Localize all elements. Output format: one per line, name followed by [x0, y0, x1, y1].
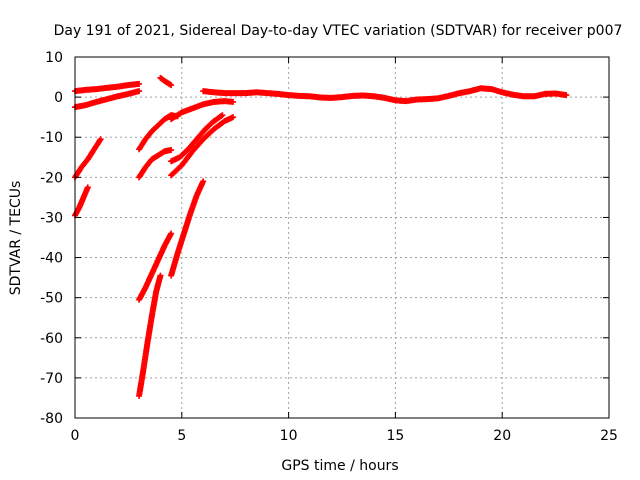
chart-title: Day 191 of 2021, Sidereal Day-to-day VTE…: [54, 23, 623, 39]
y-tick-label: -30: [40, 210, 63, 226]
data-point: [230, 114, 237, 121]
y-tick-label: 0: [54, 90, 63, 106]
y-tick-label: -80: [40, 411, 63, 427]
data-point: [157, 272, 164, 279]
x-tick-label: 5: [177, 428, 186, 444]
data-point: [168, 230, 175, 237]
data-series: [168, 112, 226, 165]
data-series: [157, 74, 175, 89]
data-point: [563, 92, 570, 99]
data-point: [136, 80, 143, 87]
x-tick-label: 15: [386, 428, 404, 444]
data-series: [136, 147, 175, 181]
y-tick-label: -50: [40, 291, 63, 307]
data-series: [168, 114, 237, 179]
data-series: [136, 230, 175, 303]
data-series: [72, 88, 143, 111]
data-point: [200, 178, 207, 185]
data-series: [200, 85, 570, 105]
y-axis-label: SDTVAR / TECUs: [8, 181, 24, 296]
data-point: [136, 88, 143, 95]
y-tick-label: -40: [40, 251, 63, 267]
data-series: [168, 178, 207, 279]
tick-labels: 0 5 10 15 20 25 -80 -70 -60 -50 -40 -30 -20 -10 0 10: [40, 50, 618, 444]
data-point: [168, 147, 175, 154]
ticks: [74, 56, 610, 419]
data-series: [136, 272, 164, 399]
data-series: [168, 98, 237, 123]
x-axis-label: GPS time / hours: [281, 458, 398, 474]
data-point: [168, 82, 175, 89]
x-tick-label: 0: [71, 428, 80, 444]
plot-frame: [74, 56, 610, 419]
data-series: [72, 136, 104, 181]
x-tick-label: 25: [600, 428, 618, 444]
data-point: [97, 136, 104, 143]
data-point: [84, 184, 91, 191]
y-tick-label: -60: [40, 331, 63, 347]
data-point: [219, 112, 226, 119]
y-tick-label: -70: [40, 371, 63, 387]
y-tick-label: 10: [45, 50, 63, 66]
x-tick-label: 20: [493, 428, 511, 444]
y-tick-label: -10: [40, 130, 63, 146]
y-tick-label: -20: [40, 170, 63, 186]
data-series: [72, 184, 91, 219]
data-point: [230, 98, 237, 105]
x-tick-label: 10: [280, 428, 298, 444]
data-marks: [72, 74, 570, 399]
